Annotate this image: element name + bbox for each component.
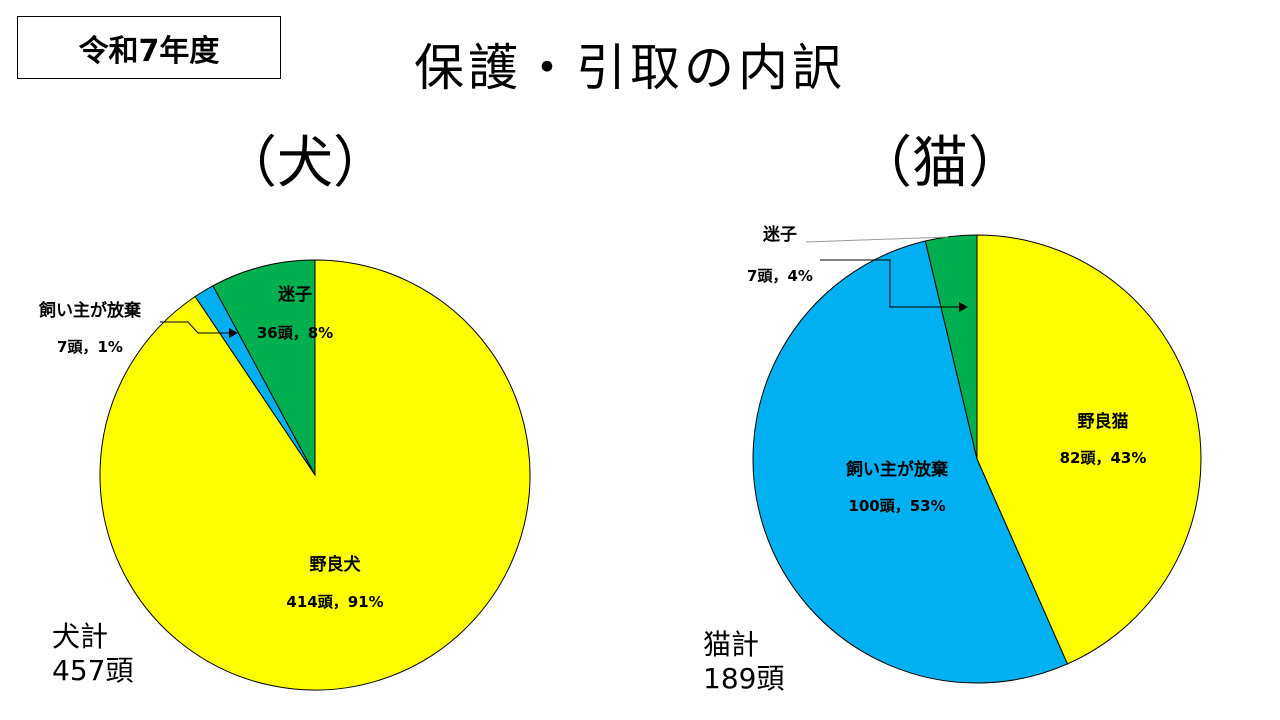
pie1-slice-2 (924, 234, 978, 460)
dog-chart-title: （犬） (221, 131, 389, 196)
pie1-leader-2 (820, 259, 960, 308)
cat-total-value: 189頭 (703, 662, 785, 695)
pie0-label-2: 飼い主が放棄 (38, 300, 142, 321)
cat-chart-title: （猫） (856, 131, 1024, 196)
pie1-label-2: 迷子 (762, 224, 797, 245)
pie1-pointer-line (805, 236, 949, 243)
cat-total: 猫計 189頭 (703, 628, 784, 696)
pie0-slice-0 (212, 259, 316, 476)
pie1-label-1: 飼い主が放棄 (845, 459, 949, 480)
pie0-label-1: 野良犬 (310, 554, 362, 575)
dog-total: 犬計 457頭 (52, 620, 133, 688)
page-title: 保護・引取の内訳 (414, 39, 846, 97)
pie1-arrow-2 (959, 302, 968, 312)
pie1-slice-1 (752, 240, 1069, 684)
pie1-label-0: 野良猫 (1078, 411, 1129, 432)
pie0-data-label-2: 7頭，1% (57, 338, 123, 356)
year-label: 令和7年度 (17, 16, 281, 79)
pie1-slice-0 (976, 234, 1202, 665)
pie0-arrow-2 (229, 328, 238, 338)
pie0-leader-2 (160, 321, 230, 334)
pie1-data-label-2: 7頭，4% (747, 267, 813, 285)
pie0-data-label-1: 414頭，91% (286, 593, 383, 611)
dog-total-value: 457頭 (52, 654, 134, 687)
pie0-label-0: 迷子 (277, 284, 312, 305)
dog-total-label: 犬計 (52, 620, 109, 653)
pie1-data-label-1: 100頭，53% (848, 497, 945, 515)
cat-total-label: 猫計 (703, 628, 760, 661)
pie0-data-label-0: 36頭，8% (257, 324, 333, 342)
pie1-data-label-0: 82頭，43% (1060, 449, 1147, 467)
